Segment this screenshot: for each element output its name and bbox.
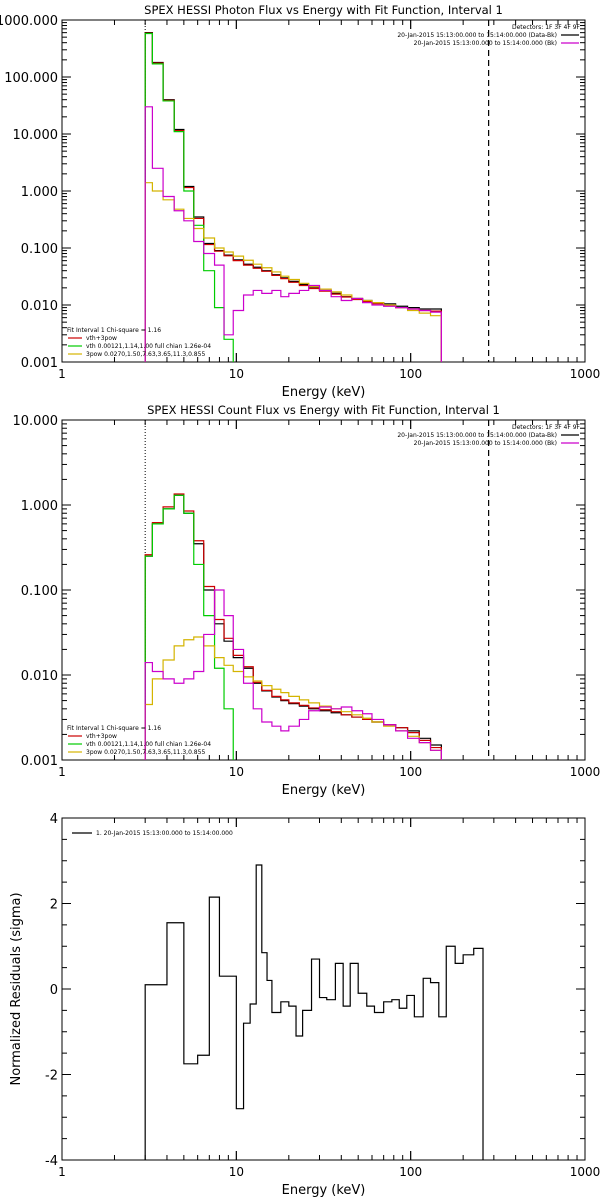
y-tick-label: 10.000: [13, 414, 59, 429]
legend-entry-label: 20-Jan-2015 15:13:00.000 to 15:14:00.000…: [397, 432, 557, 439]
y-tick-label: 0.001: [21, 356, 58, 371]
plot-area: [144, 420, 490, 760]
y-axis-label: Normalized Residuals (sigma): [9, 892, 24, 1085]
axes-frame: [61, 19, 586, 363]
x-tick-label: 1: [58, 765, 66, 779]
y-tick-label: 4: [50, 812, 58, 827]
series-3-line: [144, 494, 245, 760]
series-2-line: [144, 493, 442, 760]
x-tick-label: 1000: [570, 1165, 600, 1179]
x-tick-label: 100: [399, 367, 422, 381]
y-tick-label: -4: [45, 1154, 58, 1169]
x-axis-label: Energy (keV): [282, 1183, 366, 1198]
y-tick-label: -2: [45, 1069, 58, 1084]
series-5-line: [144, 106, 442, 362]
y-tick-label: 1.000: [21, 499, 58, 514]
y-tick-label: 0.100: [21, 584, 58, 599]
legend-entry-label: 20-Jan-2015 15:13:00.000 to 15:14:00.000…: [414, 40, 557, 47]
series-1-line: [144, 864, 484, 1160]
legend-entry-label: 20-Jan-2015 15:13:00.000 to 15:14:00.000…: [397, 32, 557, 39]
chart-panel-3: 1 10 100 1000 Energy (keV) -4 -2 0 2 4 Normalized …: [9, 812, 600, 1198]
chart-panel-2: SPEX HESSI Count Flux vs Energy with Fit…: [13, 403, 600, 798]
x-tick-label: 1000: [570, 367, 600, 381]
x-axis-label: Energy (keV): [282, 385, 366, 400]
x-tick-label: 100: [399, 1165, 422, 1179]
y-tick-label: 10.000: [13, 128, 59, 143]
legend-entry-label: 1. 20-Jan-2015 15:13:00.000 to 15:14:00.…: [96, 830, 233, 837]
legend-fit-header: Fit Interval 1 Chi-square = 1.16: [67, 725, 161, 732]
legend-entry-label: vth 0.00121,1.14,1.00 full chian 1.26e-0…: [86, 343, 211, 350]
chart-title: SPEX HESSI Count Flux vs Energy with Fit…: [147, 403, 500, 417]
legend-entry-label: 3pow 0.0270,1.50,7.63,3.65,11.3,0.855: [86, 351, 205, 358]
x-tick-label: 100: [399, 765, 422, 779]
plot-area: [144, 20, 490, 362]
x-tick-label: 10: [229, 765, 244, 779]
y-tick-label: 1000.000: [0, 14, 58, 29]
x-tick-label: 10: [229, 1165, 244, 1179]
y-tick-label: 0.001: [21, 754, 58, 769]
y-tick-label: 0.010: [21, 299, 58, 314]
x-tick-label: 10: [229, 367, 244, 381]
chart-title: SPEX HESSI Photon Flux vs Energy with Fi…: [144, 3, 503, 17]
legend-residual: 1. 20-Jan-2015 15:13:00.000 to 15:14:00.…: [72, 830, 233, 837]
legend-detectors: Detectors: 1F 3F 4F 9F: [512, 424, 581, 431]
y-tick-label: 0.010: [21, 669, 58, 684]
y-tick-label: 100.000: [4, 71, 58, 86]
axes-frame: [61, 817, 586, 1161]
series-1-line: [144, 32, 442, 362]
x-tick-label: 1000: [570, 765, 600, 779]
legend-bottom-left: Fit Interval 1 Chi-square = 1.16vth+3pow…: [67, 725, 211, 756]
y-tick-label: 0: [50, 983, 58, 998]
legend-entry-label: vth+3pow: [86, 335, 117, 342]
series-1-line: [144, 494, 442, 760]
series-4-line: [144, 182, 442, 362]
legend-detectors: Detectors: 1F 3F 4F 9F: [512, 24, 581, 31]
legend-entry-label: vth 0.00121,1.14,1.00 full chian 1.26e-0…: [86, 741, 211, 748]
legend-entry-label: vth+3pow: [86, 733, 117, 740]
legend-fit-header: Fit Interval 1 Chi-square = 1.16: [67, 327, 161, 334]
x-tick-label: 1: [58, 367, 66, 381]
legend-bottom-left: Fit Interval 1 Chi-square = 1.16vth+3pow…: [67, 327, 211, 358]
y-tick-label: 1.000: [21, 185, 58, 200]
series-4-line: [144, 636, 442, 760]
y-tick-label: 2: [50, 898, 58, 913]
plot-area: [144, 864, 484, 1160]
axes-frame: [61, 419, 586, 761]
y-tick-label: 0.100: [21, 242, 58, 257]
series-5-line: [144, 589, 442, 760]
series-2-line: [144, 32, 442, 362]
chart-panel-1: SPEX HESSI Photon Flux vs Energy with Fi…: [0, 3, 600, 400]
x-axis-label: Energy (keV): [282, 783, 366, 798]
x-tick-label: 1: [58, 1165, 66, 1179]
legend-entry-label: 20-Jan-2015 15:13:00.000 to 15:14:00.000…: [414, 440, 557, 447]
legend-entry-label: 3pow 0.0270,1.50,7.63,3.65,11.3,0.855: [86, 749, 205, 756]
